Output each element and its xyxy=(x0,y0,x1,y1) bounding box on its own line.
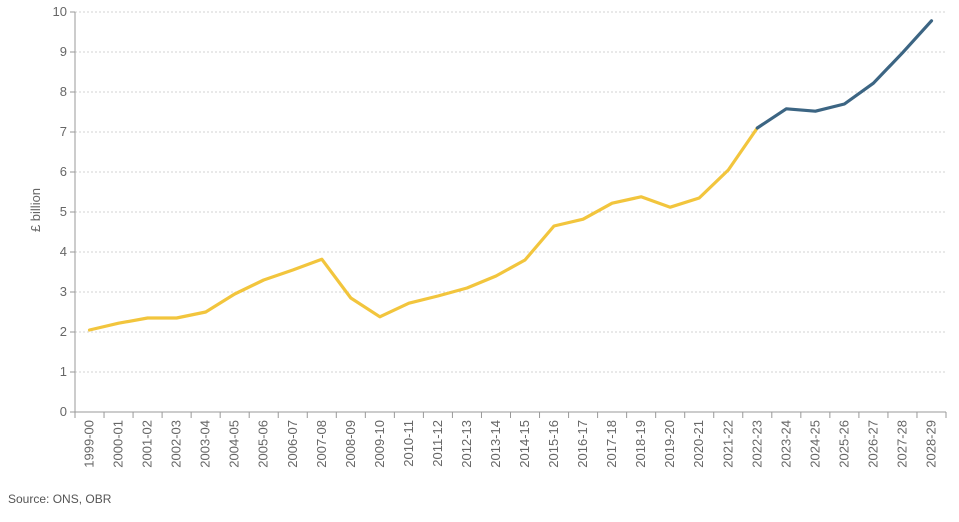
y-tick-label: 9 xyxy=(60,44,67,59)
series-line-1 xyxy=(87,126,759,332)
x-tick-label: 2020-21 xyxy=(691,420,706,468)
y-tick-label: 2 xyxy=(60,324,67,339)
x-tick-label: 2008-09 xyxy=(343,420,358,468)
series-lines xyxy=(87,19,934,332)
y-tick-label: 8 xyxy=(60,84,67,99)
x-tick-label: 2006-07 xyxy=(285,420,300,468)
y-tick-label: 3 xyxy=(60,284,67,299)
y-tick-label: 0 xyxy=(60,404,67,419)
y-axis-label: £ billion xyxy=(28,188,43,232)
x-tick-label: 2024-25 xyxy=(807,420,822,468)
y-tick-label: 5 xyxy=(60,204,67,219)
x-tick-label: 2019-20 xyxy=(662,420,677,468)
x-tick-label: 2000-01 xyxy=(111,420,126,468)
x-tick-label: 2001-02 xyxy=(140,420,155,468)
x-tick-label: 2012-13 xyxy=(459,420,474,468)
x-tick-label: 2015-16 xyxy=(546,420,561,468)
x-tick-label: 2013-14 xyxy=(488,420,503,468)
x-tick-label: 2014-15 xyxy=(517,420,532,468)
series-line-2 xyxy=(755,19,934,130)
x-tick-label: 2028-29 xyxy=(923,420,938,468)
x-tick-label: 2025-26 xyxy=(836,420,851,468)
gridlines xyxy=(75,11,946,373)
x-tick-label: 2016-17 xyxy=(575,420,590,468)
x-tick-label: 1999-00 xyxy=(82,420,97,468)
x-tick-label: 2005-06 xyxy=(256,420,271,468)
x-tick-label: 2009-10 xyxy=(372,420,387,468)
y-tick-label: 4 xyxy=(60,244,67,259)
x-tick-label: 2004-05 xyxy=(227,420,242,468)
x-tick-label: 2022-23 xyxy=(749,420,764,468)
x-tick-label: 2026-27 xyxy=(865,420,880,468)
x-tick-label: 2017-18 xyxy=(604,420,619,468)
x-tick-label: 2023-24 xyxy=(778,420,793,468)
x-tick-label: 2021-22 xyxy=(720,420,735,468)
x-tick-label: 2011-12 xyxy=(430,420,445,467)
source-note: Source: ONS, OBR xyxy=(8,492,112,506)
y-axis-ticks: 0 1 2 3 4 5 6 7 8 9 10 xyxy=(53,4,75,419)
x-tick-label: 2003-04 xyxy=(198,420,213,468)
y-tick-label: 10 xyxy=(53,4,67,19)
x-tick-label: 2010-11 xyxy=(401,420,416,467)
y-tick-label: 1 xyxy=(60,364,67,379)
x-axis: 1999-00 2000-01 2001-02 2002-03 2003-04 2004-… xyxy=(74,12,947,468)
x-tick-label: 2018-19 xyxy=(633,420,648,468)
x-tick-label: 2007-08 xyxy=(314,420,329,468)
x-tick-label: 2027-28 xyxy=(894,420,909,468)
y-tick-label: 6 xyxy=(60,164,67,179)
x-tick-label: 2002-03 xyxy=(169,420,184,468)
y-tick-label: 7 xyxy=(60,124,67,139)
